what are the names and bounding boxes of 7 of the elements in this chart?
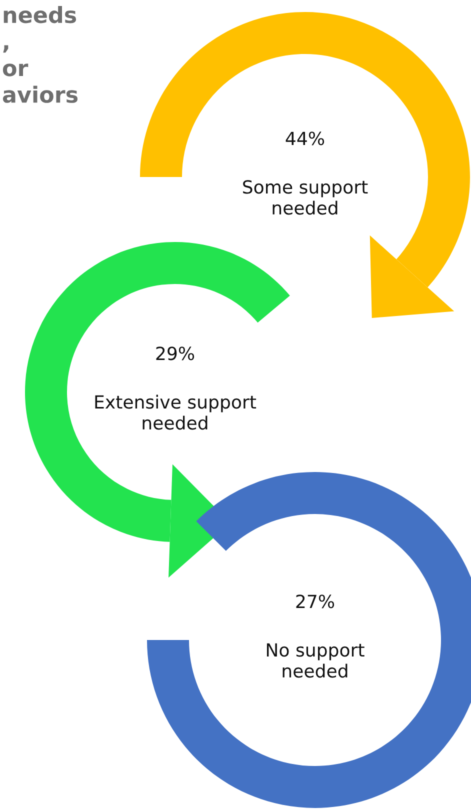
category-label: No support needed: [266, 643, 364, 678]
data-label: 44%: [286, 132, 324, 146]
data-label: 29%: [156, 346, 194, 360]
text: needs , or aviors: [2, 6, 78, 103]
category-label: Some support needed: [243, 180, 368, 215]
category-label: Extensive support needed: [95, 394, 256, 430]
data-label: 27%: [296, 594, 334, 608]
